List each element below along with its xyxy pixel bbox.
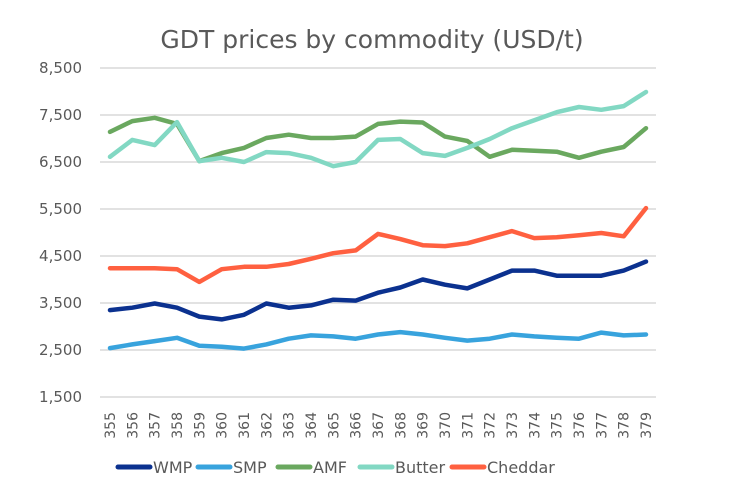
y-tick-label: 4,500 xyxy=(39,247,82,265)
x-tick-label: 377 xyxy=(594,412,610,439)
x-tick-label: 356 xyxy=(125,412,141,439)
legend-item-amf: AMF xyxy=(275,458,347,477)
y-tick-label: 7,500 xyxy=(39,106,82,124)
x-tick-label: 376 xyxy=(572,412,588,439)
x-tick-label: 364 xyxy=(304,412,320,439)
x-tick-label: 374 xyxy=(527,412,543,439)
series-line-butter xyxy=(107,89,649,169)
y-tick-label: 3,500 xyxy=(39,294,82,312)
x-tick-label: 360 xyxy=(215,412,231,439)
chart-title: GDT prices by commodity (USD/t) xyxy=(160,25,583,54)
x-tick-label: 375 xyxy=(550,412,566,439)
x-tick-label: 358 xyxy=(170,412,186,439)
legend-label: SMP xyxy=(233,458,267,477)
x-tick-label: 367 xyxy=(371,412,387,439)
x-tick-label: 361 xyxy=(237,412,253,439)
x-tick-label: 372 xyxy=(483,412,499,439)
series-lines xyxy=(107,89,649,351)
legend-label: Butter xyxy=(395,458,446,477)
x-tick-label: 359 xyxy=(192,412,208,439)
x-tick-label: 368 xyxy=(393,412,409,439)
x-tick-label: 379 xyxy=(639,412,655,439)
series-line-wmp xyxy=(107,259,649,322)
y-axis-ticks: 8,500 7,500 6,500 5,500 4,500 3,500 2,500 1,500 xyxy=(39,59,82,406)
y-tick-label: 8,500 xyxy=(39,59,82,77)
x-tick-label: 373 xyxy=(505,412,521,439)
x-tick-label: 370 xyxy=(438,412,454,439)
legend-item-smp: SMP xyxy=(195,458,267,477)
x-tick-label: 369 xyxy=(416,412,432,439)
y-tick-label: 1,500 xyxy=(39,388,82,406)
legend-item-cheddar: Cheddar xyxy=(449,458,555,477)
x-tick-label: 355 xyxy=(103,412,119,439)
y-tick-label: 6,500 xyxy=(39,153,82,171)
x-tick-label: 362 xyxy=(259,412,275,439)
x-tick-label: 378 xyxy=(617,412,633,439)
x-axis-ticks: 355 356 357 358 359 360 361 362 363 364 365 366 367 3… xyxy=(103,412,655,439)
y-tick-label: 2,500 xyxy=(39,341,82,359)
series-line-cheddar xyxy=(107,205,649,285)
y-tick-label: 5,500 xyxy=(39,200,82,218)
x-tick-label: 366 xyxy=(349,412,365,439)
legend-label: Cheddar xyxy=(487,458,555,477)
legend-label: AMF xyxy=(313,458,347,477)
legend-item-wmp: WMP xyxy=(115,458,193,477)
x-tick-label: 357 xyxy=(148,412,164,439)
legend-label: WMP xyxy=(153,458,193,477)
x-tick-label: 371 xyxy=(460,412,476,439)
series-line-smp xyxy=(107,329,649,351)
legend-item-butter: Butter xyxy=(357,458,446,477)
legend: WMP SMP AMF Butter Cheddar xyxy=(115,458,555,477)
x-tick-label: 363 xyxy=(282,412,298,439)
x-tick-label: 365 xyxy=(326,412,342,439)
gridlines xyxy=(100,67,656,398)
